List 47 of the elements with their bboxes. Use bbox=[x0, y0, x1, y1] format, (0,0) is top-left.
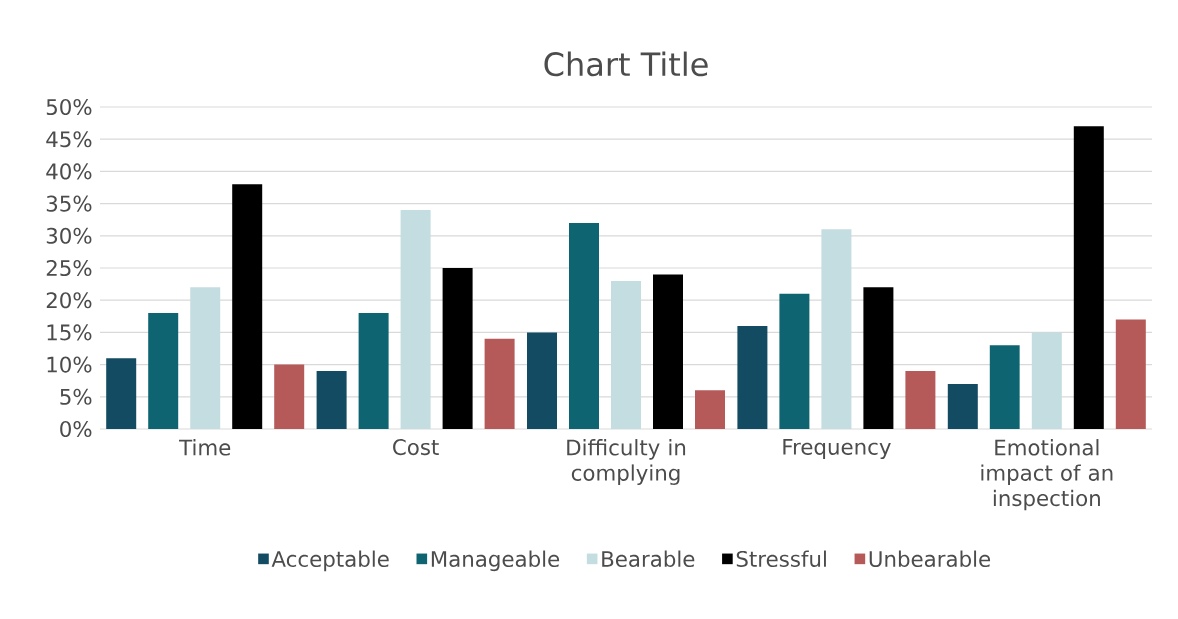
bar bbox=[779, 293, 810, 429]
y-tick-label: 0% bbox=[60, 420, 92, 438]
bar bbox=[148, 313, 179, 429]
bar bbox=[316, 371, 347, 429]
bar bbox=[358, 313, 389, 429]
bar bbox=[527, 332, 557, 429]
y-tick-label: 25% bbox=[46, 259, 92, 277]
bar bbox=[1073, 126, 1104, 429]
bar bbox=[442, 268, 473, 429]
bar bbox=[737, 325, 768, 429]
y-tick-label: 20% bbox=[46, 292, 92, 309]
bar bbox=[989, 345, 1020, 429]
bar bbox=[611, 280, 641, 429]
bar bbox=[400, 210, 431, 429]
bar bbox=[1115, 319, 1146, 429]
x-tick-label: Cost bbox=[393, 439, 439, 456]
bar bbox=[274, 364, 305, 429]
bar bbox=[1031, 332, 1062, 429]
bar bbox=[821, 229, 852, 429]
bar bbox=[695, 390, 725, 429]
bar bbox=[947, 383, 978, 429]
bar bbox=[905, 371, 936, 429]
y-tick-label: 30% bbox=[46, 227, 92, 244]
bar bbox=[484, 338, 515, 429]
legend-label: Manageable bbox=[431, 550, 560, 572]
bar bbox=[190, 287, 221, 429]
y-tick-label: 5% bbox=[60, 388, 92, 405]
y-tick-label: 40% bbox=[46, 163, 92, 180]
bar bbox=[863, 287, 894, 429]
bar bbox=[569, 222, 599, 429]
legend-label: Unbearable bbox=[869, 550, 991, 568]
x-tick-label: Emotional impact of an inspection bbox=[981, 439, 1113, 511]
y-tick-label: 35% bbox=[46, 195, 92, 212]
chart-title: Chart Title bbox=[544, 51, 708, 77]
bar bbox=[232, 184, 263, 429]
x-tick-label: Difficulty in complying bbox=[567, 439, 686, 486]
x-tick-label: Time bbox=[179, 439, 231, 456]
bar bbox=[106, 358, 137, 429]
y-tick-label: 10% bbox=[47, 356, 92, 373]
bar bbox=[653, 274, 683, 429]
y-tick-label: 50% bbox=[46, 98, 92, 116]
y-tick-label: 45% bbox=[46, 131, 92, 148]
x-tick-label: Frequency bbox=[783, 439, 891, 460]
legend-label: Bearable bbox=[602, 550, 695, 568]
legend-label: Stressful bbox=[736, 550, 826, 568]
legend-label: Acceptable bbox=[271, 550, 389, 572]
y-tick-label: 15% bbox=[47, 324, 92, 341]
